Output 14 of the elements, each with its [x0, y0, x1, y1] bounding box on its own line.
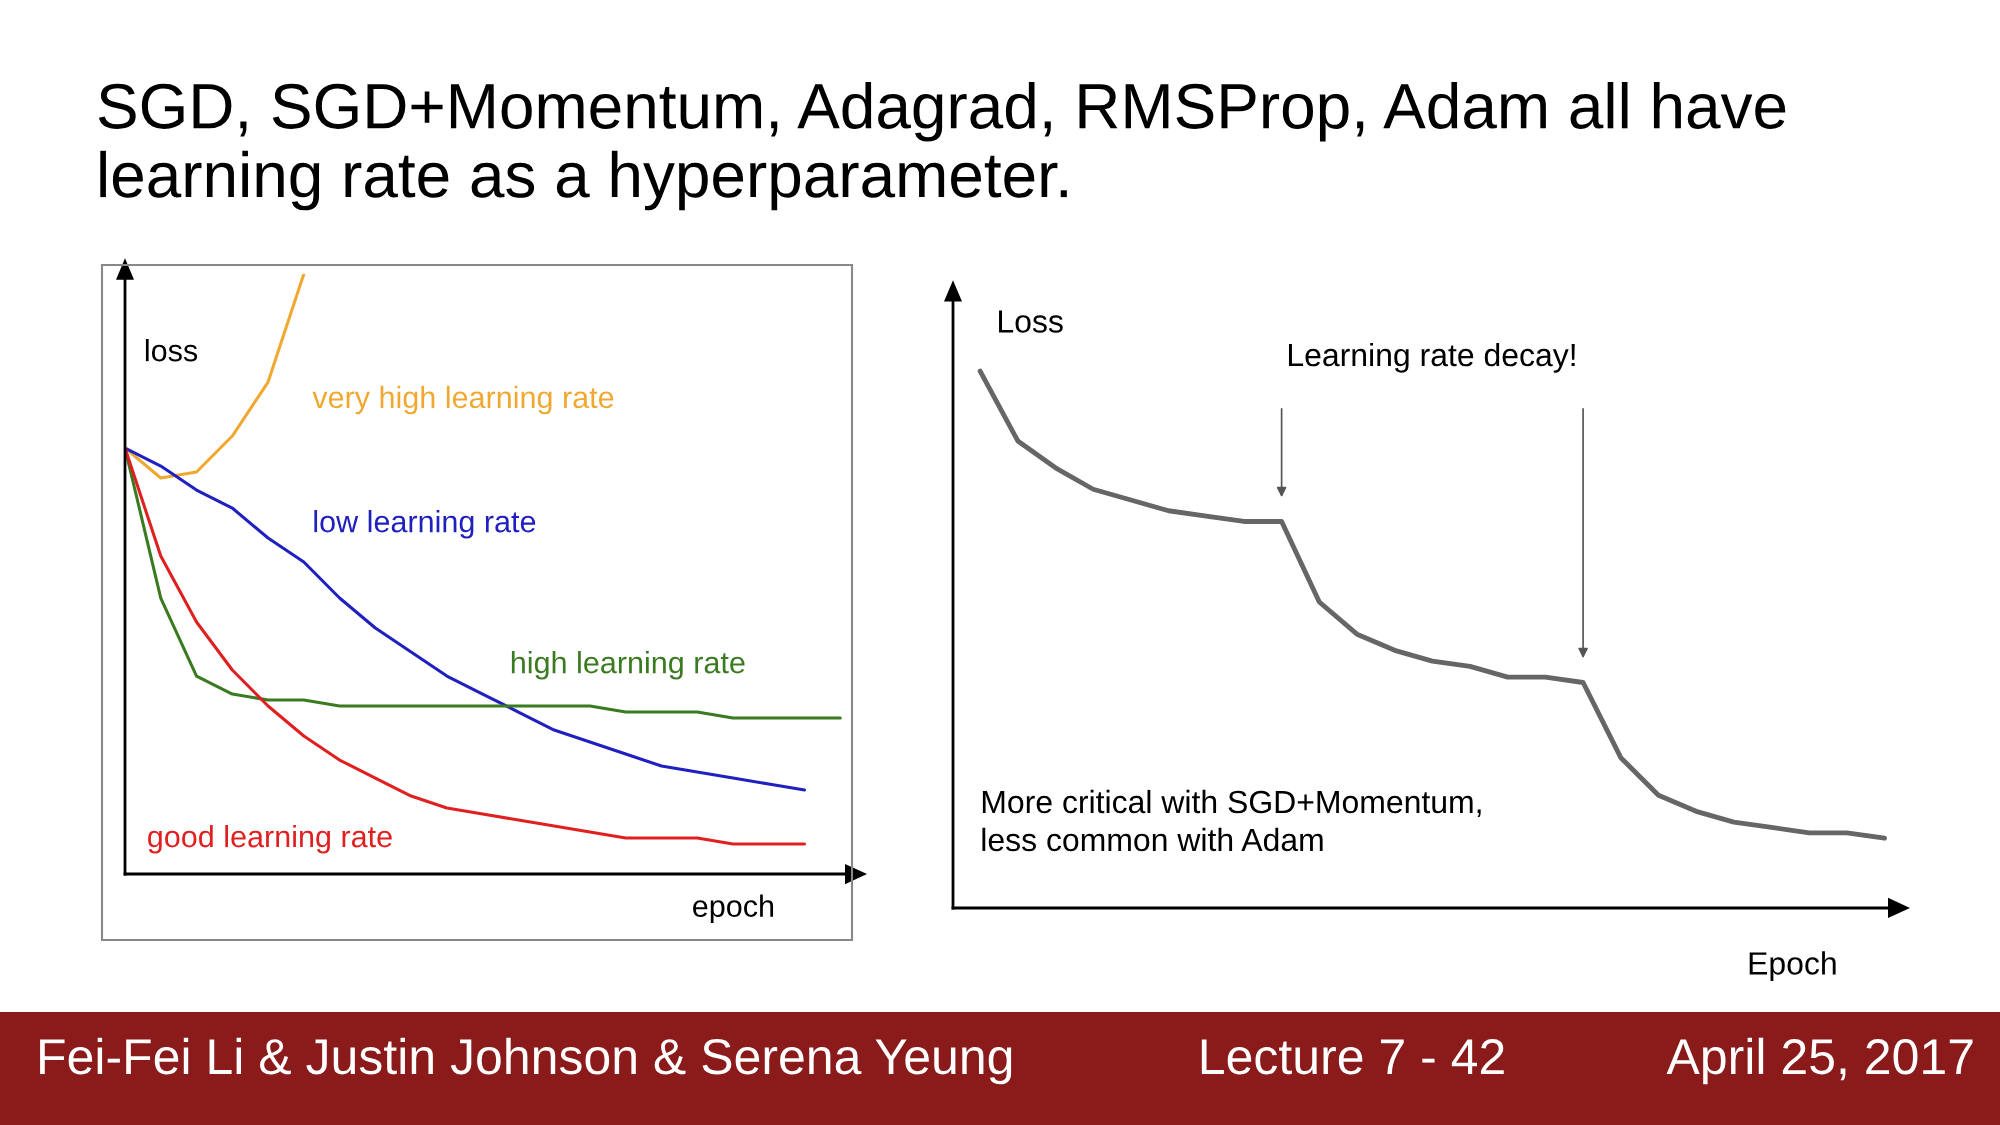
series-label: high learning rate	[511, 650, 745, 680]
x-axis-title: Epoch	[1749, 951, 1836, 982]
series-label: good learning rate	[148, 824, 392, 854]
series-label: very high learning rate	[312, 385, 614, 415]
y-axis-title: Loss	[999, 310, 1063, 333]
text: Lecture 7 - 42	[1201, 1039, 1504, 1075]
annotation: More critical with SGD+Momentum, less common with Adam	[982, 789, 1481, 852]
text: April 25, 2017	[1666, 1037, 1973, 1085]
text: Fei-Fei Li & Justin Johnson & Serena Yeung	[40, 1037, 1012, 1085]
series-label: low learning rate	[314, 509, 536, 539]
y-axis-title: loss	[145, 339, 198, 362]
chart-title: SGD, SGD+Momentum, Adagrad, RMSProp, Adam all have learning rate as a hyperparameter.	[98, 82, 1786, 211]
annotation: Learning rate decay!	[1288, 342, 1575, 373]
x-axis-title: epoch	[693, 894, 774, 924]
